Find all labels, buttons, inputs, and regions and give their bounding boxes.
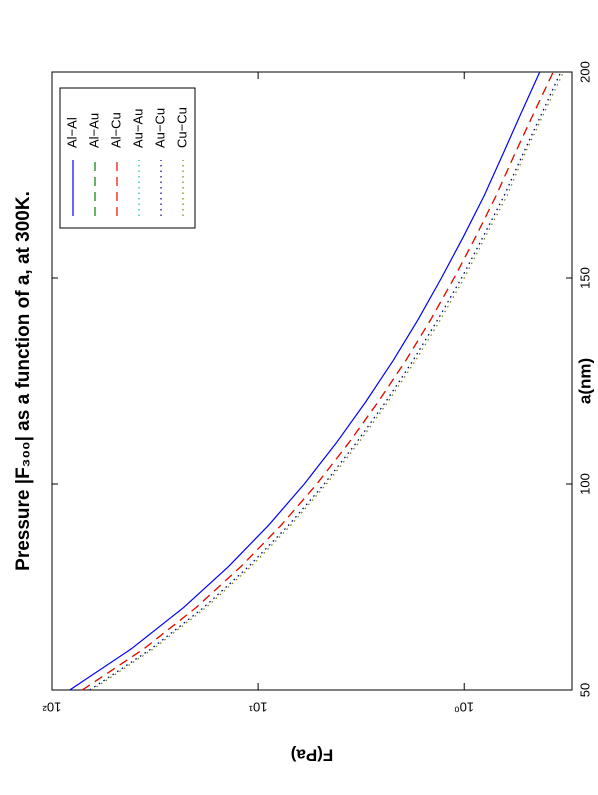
legend-label: Au−Cu xyxy=(152,108,167,148)
x-tick-label: 200 xyxy=(577,61,592,83)
y-axis-label: F(Pa) xyxy=(291,746,334,765)
legend-label: Cu−Cu xyxy=(174,107,189,148)
y-tick-label: 10⁰ xyxy=(454,700,474,715)
legend-label: Al−Cu xyxy=(108,112,123,148)
x-tick-label: 50 xyxy=(577,683,592,697)
plot-frame xyxy=(51,71,573,691)
y-tick-label: 10² xyxy=(42,700,61,715)
x-axis-label: a(nm) xyxy=(575,358,594,404)
y-tick-label: 10¹ xyxy=(248,700,267,715)
series-line xyxy=(91,71,565,691)
series-line xyxy=(69,71,541,691)
legend-label: Au−Au xyxy=(130,109,145,148)
series-line xyxy=(89,71,562,691)
x-tick-label: 100 xyxy=(577,473,592,495)
legend-label: Al−Al xyxy=(64,117,79,148)
x-tick-label: 150 xyxy=(577,267,592,289)
chart-title: Pressure |F₃₀₀| as a function of a, at 3… xyxy=(13,191,34,571)
rotated-plot: Pressure |F₃₀₀| as a function of a, at 3… xyxy=(13,61,594,764)
legend-label: Al−Au xyxy=(86,113,101,148)
series-line xyxy=(81,71,554,691)
